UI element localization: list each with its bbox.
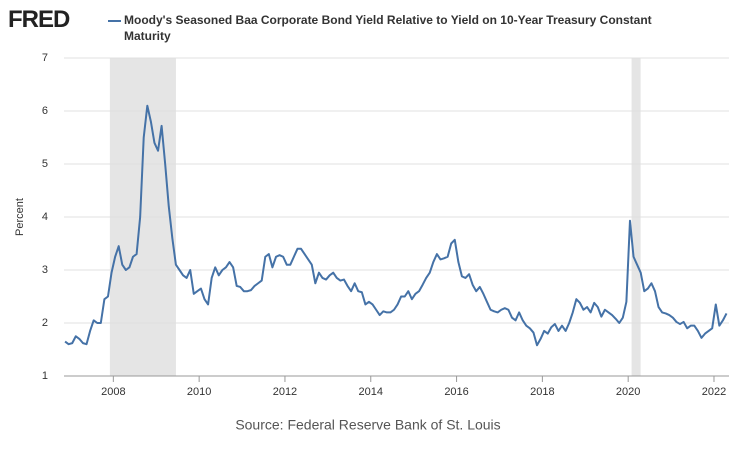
- y-tick-label: 7: [42, 52, 48, 64]
- x-tick-label: 2022: [702, 386, 726, 398]
- x-tick-label: 2020: [616, 386, 640, 398]
- logo: FRED: [8, 6, 70, 33]
- y-axis-label: Percent: [14, 198, 26, 236]
- y-tick-label: 5: [42, 158, 48, 170]
- x-tick-label: 2012: [273, 386, 297, 398]
- x-tick-label: 2008: [101, 386, 125, 398]
- y-tick-label: 1: [42, 370, 48, 382]
- y-tick-label: 6: [42, 105, 48, 117]
- legend-entry: Moody's Seasoned Baa Corporate Bond Yiel…: [124, 13, 652, 43]
- x-tick-label: 2014: [359, 386, 383, 398]
- x-tick-label: 2018: [530, 386, 554, 398]
- y-tick-label: 4: [42, 211, 48, 223]
- legend-swatch: [108, 20, 121, 22]
- y-tick-label: 2: [42, 317, 48, 329]
- series-line: [64, 104, 728, 347]
- source: Source: Federal Reserve Bank of St. Loui…: [235, 417, 500, 433]
- y-tick-label: 3: [42, 264, 48, 276]
- x-tick-label: 2010: [187, 386, 211, 398]
- x-tick-label: 2016: [444, 386, 468, 398]
